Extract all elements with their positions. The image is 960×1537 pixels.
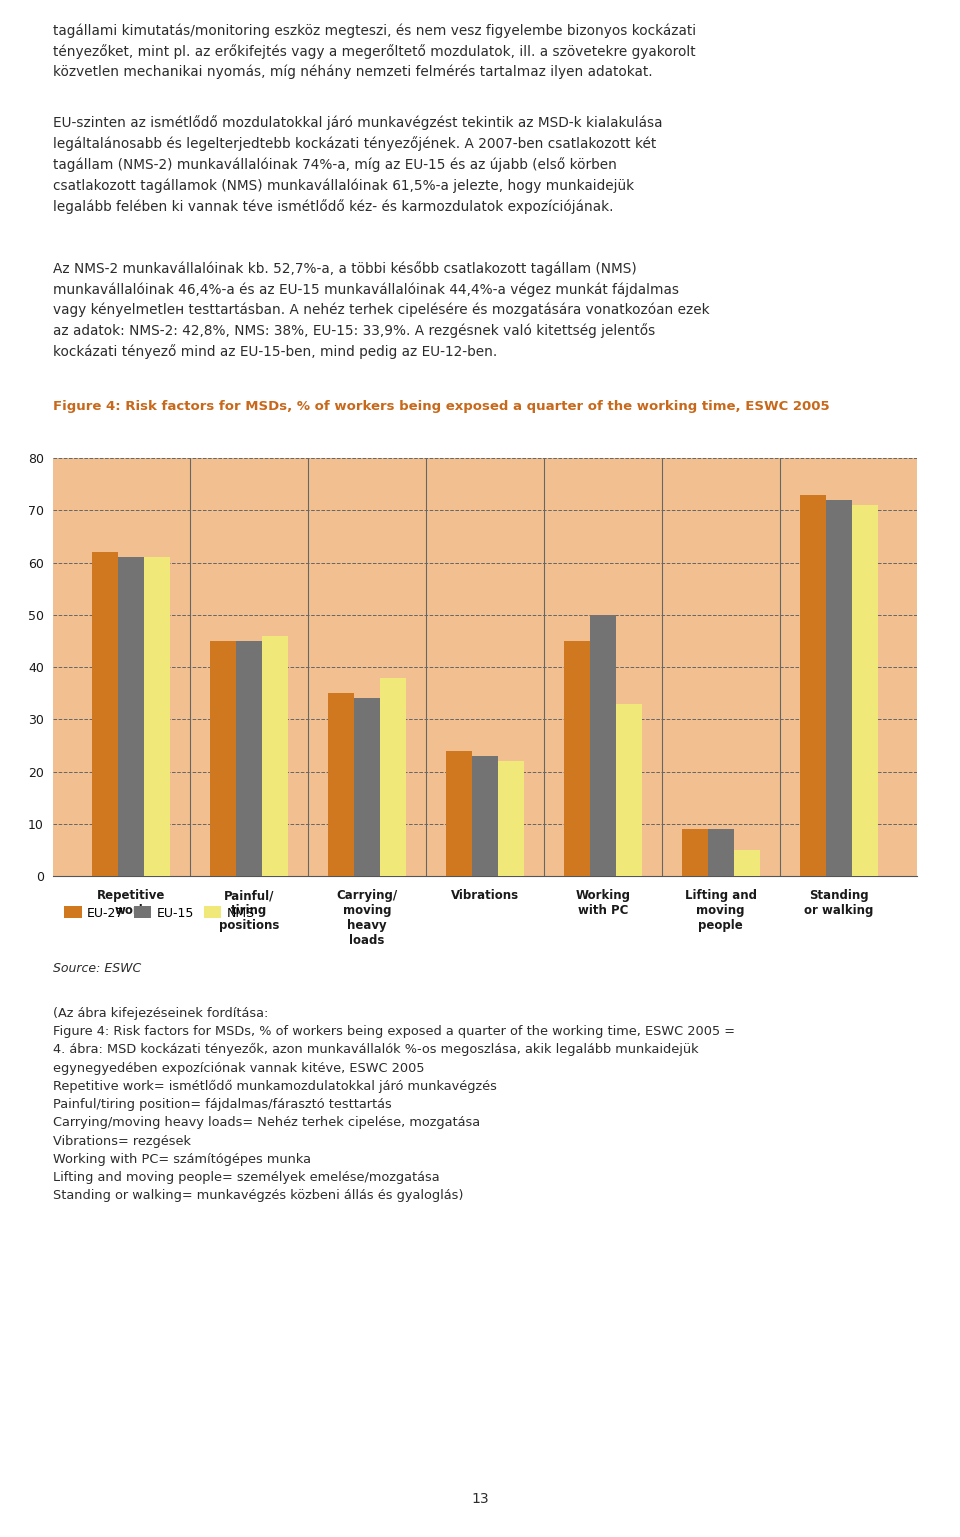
Bar bbox=[236, 641, 262, 876]
Text: Az NMS-2 munkavállalóinak kb. 52,7%-a, a többi később csatlakozott tagállam (NMS: Az NMS-2 munkavállalóinak kb. 52,7%-a, a… bbox=[53, 261, 709, 360]
Bar bbox=[498, 761, 524, 876]
Bar bbox=[852, 506, 877, 876]
Bar bbox=[144, 558, 170, 876]
Text: 13: 13 bbox=[471, 1492, 489, 1506]
Bar bbox=[328, 693, 354, 876]
Bar bbox=[682, 828, 708, 876]
Bar bbox=[445, 750, 471, 876]
Bar bbox=[118, 558, 144, 876]
Text: (Az ábra kifejezéseinek fordítása:
Figure 4: Risk factors for MSDs, % of workers: (Az ábra kifejezéseinek fordítása: Figur… bbox=[53, 1007, 734, 1202]
Bar bbox=[92, 552, 118, 876]
Bar bbox=[800, 495, 826, 876]
Bar bbox=[708, 828, 733, 876]
Bar bbox=[615, 704, 641, 876]
Bar bbox=[589, 615, 615, 876]
Text: EU-szinten az ismétlődő mozdulatokkal járó munkavégzést tekintik az MSD-k kialak: EU-szinten az ismétlődő mozdulatokkal já… bbox=[53, 115, 662, 214]
Bar bbox=[471, 756, 498, 876]
Bar bbox=[733, 850, 759, 876]
Bar bbox=[826, 500, 852, 876]
Bar bbox=[380, 678, 406, 876]
Text: tagállami kimutatás/monitoring eszköz megteszi, és nem vesz figyelembe bizonyos : tagállami kimutatás/monitoring eszköz me… bbox=[53, 23, 696, 78]
Text: Source: ESWC: Source: ESWC bbox=[53, 962, 141, 974]
Bar bbox=[262, 636, 288, 876]
Bar bbox=[354, 698, 380, 876]
Legend: EU-27, EU-15, NMS: EU-27, EU-15, NMS bbox=[60, 901, 259, 925]
Bar bbox=[564, 641, 589, 876]
Text: Figure 4: Risk factors for MSDs, % of workers being exposed a quarter of the wor: Figure 4: Risk factors for MSDs, % of wo… bbox=[53, 400, 829, 412]
Bar bbox=[210, 641, 236, 876]
